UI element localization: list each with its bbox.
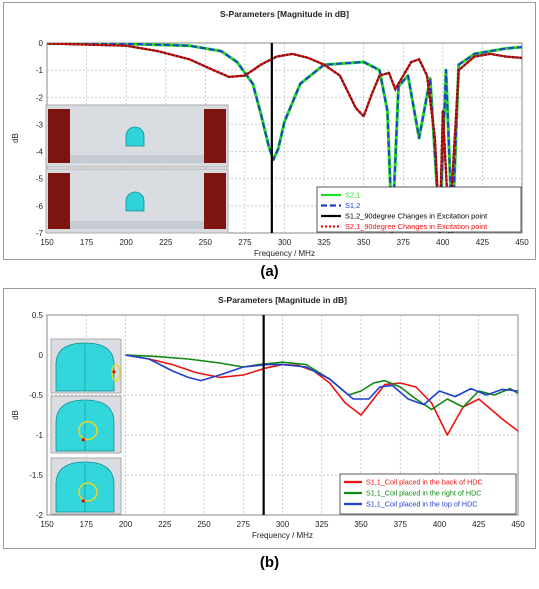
- inset-image-1: [50, 338, 122, 394]
- x-tick-label: 450: [515, 238, 529, 247]
- x-tick-label: 150: [40, 238, 54, 247]
- x-tick-label: 450: [511, 520, 525, 529]
- series-line-2: [125, 354, 518, 411]
- x-tick-label: 375: [397, 238, 411, 247]
- x-tick-label: 175: [80, 520, 94, 529]
- legend-label-2: S1,1_Coil placed in the right of HDC: [366, 489, 481, 498]
- x-axis-label: Frequency / MHz: [252, 531, 313, 540]
- y-tick-label: -5: [36, 175, 44, 184]
- legend-label-3: S1,2_90degree Changes in Excitation poin…: [345, 212, 487, 221]
- y-tick-label: -2: [36, 93, 44, 102]
- x-tick-label: 225: [159, 238, 173, 247]
- x-tick-label: 425: [476, 238, 490, 247]
- chart-title: S-Parameters [Magnitude in dB]: [218, 295, 347, 305]
- x-tick-label: 350: [354, 520, 368, 529]
- x-tick-label: 400: [433, 520, 447, 529]
- x-tick-label: 325: [315, 520, 329, 529]
- x-tick-label: 150: [40, 520, 54, 529]
- chart-panel-a: S-Parameters [Magnitude in dB] 150 175 200 2…: [3, 2, 536, 260]
- y-tick-label: -7: [36, 229, 44, 238]
- x-axis-label: Frequency / MHz: [254, 249, 315, 258]
- chart-title: S-Parameters [Magnitude in dB]: [220, 9, 349, 19]
- chart-a-svg: S-Parameters [Magnitude in dB] 150 175 200 2…: [11, 9, 529, 258]
- x-tick-label: 250: [199, 238, 213, 247]
- y-tick-label: -2: [36, 511, 44, 520]
- y-tick-label: -1: [36, 431, 44, 440]
- x-tick-label: 275: [237, 520, 251, 529]
- x-tick-label: 350: [357, 238, 371, 247]
- y-tick-label: 0.5: [32, 311, 44, 320]
- legend-label-2: S1,2: [345, 201, 360, 210]
- y-tick-label: 0: [39, 39, 44, 48]
- chart-b-svg: S-Parameters [Magnitude in dB] 150 175 200 2…: [11, 295, 525, 540]
- x-tick-label: 300: [278, 238, 292, 247]
- series-line-2: [47, 43, 522, 233]
- legend: S2,1S1,2 S1,2_90degree Changes in Excitat…: [316, 186, 522, 233]
- x-tick-label: 325: [317, 238, 331, 247]
- x-tick-label: 400: [436, 238, 450, 247]
- x-tick-label: 200: [119, 238, 133, 247]
- chart-panel-b: S-Parameters [Magnitude in dB] 150 175 200 2…: [3, 288, 536, 549]
- y-tick-label: -1.5: [29, 471, 43, 480]
- x-tick-label: 300: [276, 520, 290, 529]
- y-tick-label: -1: [36, 66, 44, 75]
- x-tick-label: 375: [394, 520, 408, 529]
- x-tick-label: 275: [238, 238, 252, 247]
- y-tick-label: 0: [39, 351, 44, 360]
- y-tick-label: -6: [36, 202, 44, 211]
- legend-label-4: S2,1_90degree Changes in Excitation poin…: [345, 222, 487, 231]
- legend: S1,1_Coil placed in the back of HDC S1,1_…: [339, 473, 517, 515]
- inset-image-1: [45, 104, 229, 168]
- x-tick-label: 200: [119, 520, 133, 529]
- y-tick-label: -0.5: [29, 391, 43, 400]
- inset-image-2: [50, 395, 122, 454]
- inset-image-3: [50, 457, 122, 515]
- series-line-3: [125, 354, 518, 406]
- legend-label-1: S2,1: [345, 191, 360, 200]
- inset-image-2: [45, 168, 229, 234]
- legend-label-1: S1,1_Coil placed in the back of HDC: [366, 478, 483, 487]
- y-tick-label: -4: [36, 148, 44, 157]
- y-axis-label: dB: [11, 410, 20, 420]
- x-tick-label: 175: [80, 238, 94, 247]
- x-tick-label: 250: [197, 520, 211, 529]
- legend-label-3: S1,1_Coil placed in the top of HDC: [366, 500, 477, 509]
- caption-a: (a): [260, 263, 279, 280]
- y-axis-label: dB: [11, 133, 20, 143]
- x-tick-label: 425: [472, 520, 486, 529]
- x-tick-label: 225: [158, 520, 172, 529]
- series-line-1: [125, 354, 518, 436]
- caption-b: (b): [259, 554, 280, 571]
- y-tick-label: -3: [36, 120, 44, 129]
